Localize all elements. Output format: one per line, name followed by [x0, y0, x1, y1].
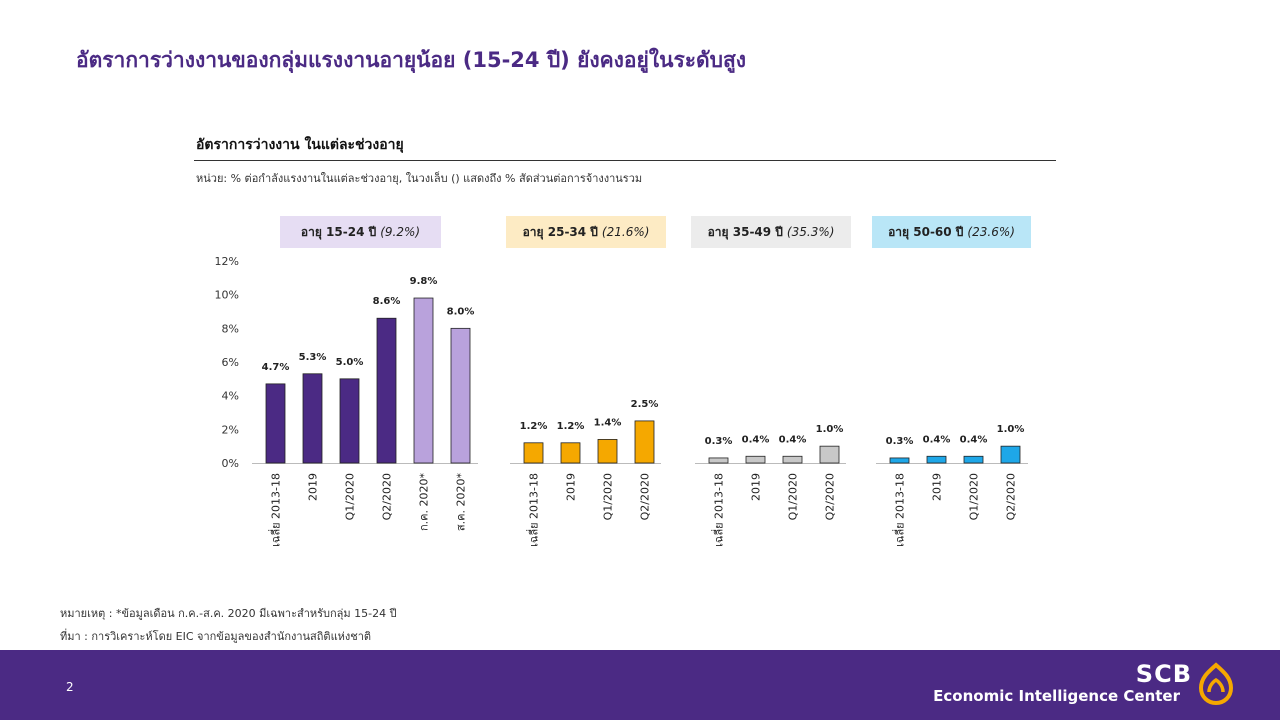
footnote-source: ที่มา : การวิเคราะห์โดย EIC จากข้อมูลของ… — [60, 630, 372, 643]
data-label: 1.0% — [816, 424, 844, 435]
bar — [1000, 445, 1021, 464]
data-label: 8.0% — [447, 306, 475, 317]
x-category-label: 2019 — [750, 473, 763, 501]
y-tick-label: 4% — [222, 390, 239, 403]
data-label: 4.7% — [262, 362, 290, 373]
x-category-label: ส.ค. 2020* — [455, 473, 468, 532]
unit-note: หน่วย: % ต่อกำลังแรงงานในแต่ละช่วงอายุ, … — [196, 172, 643, 185]
bar — [597, 439, 618, 464]
group-header-share: (9.2%) — [380, 225, 421, 239]
bar — [376, 317, 397, 464]
bar — [560, 442, 581, 464]
bar — [708, 457, 729, 464]
data-label: 1.0% — [997, 424, 1025, 435]
group-header-label: อายุ 15-24 ปี — [300, 224, 377, 239]
scb-logo-icon — [1198, 662, 1234, 706]
bar — [782, 455, 803, 464]
y-tick-label: 2% — [222, 423, 239, 436]
x-category-label: 2019 — [307, 473, 320, 501]
data-label: 9.8% — [410, 276, 438, 287]
x-category-label: 2019 — [565, 473, 578, 501]
data-label: 5.3% — [299, 352, 327, 363]
x-category-label: Q2/2020 — [824, 473, 837, 520]
bar — [926, 455, 947, 464]
unemployment-bar-chart: 0% 2% 4% 6% 8% 10% 12% 4.7% เฉลี่ย 2013-18 5.3% 20… — [215, 255, 1028, 547]
bar — [265, 383, 286, 464]
bar — [819, 445, 840, 464]
group-header-share: (21.6%) — [601, 225, 650, 239]
group-header-label: อายุ 35-49 ปี — [707, 224, 783, 239]
x-category-label: Q1/2020 — [787, 473, 800, 520]
data-label: 0.3% — [705, 436, 733, 447]
x-category-label: ก.ค. 2020* — [418, 473, 431, 532]
bar — [450, 327, 471, 464]
y-tick-label: 10% — [215, 289, 239, 302]
page-number: 2 — [66, 680, 74, 694]
footer-bar: 2 SCB Economic Intelligence Center — [0, 650, 1280, 720]
x-category-label: เฉลี่ย 2013-18 — [892, 473, 907, 547]
bar — [302, 373, 323, 464]
x-category-label: Q1/2020 — [344, 473, 357, 520]
data-label: 0.4% — [960, 434, 988, 445]
slide-title: อัตราการว่างงานของกลุ่มแรงงานอายุน้อย (1… — [76, 48, 747, 72]
x-category-label: เฉลี่ย 2013-18 — [711, 473, 726, 547]
data-label: 0.4% — [923, 434, 951, 445]
bar — [963, 455, 984, 464]
group-header-50-60: อายุ 50-60 ปี (23.6%) — [872, 216, 1031, 248]
data-label: 5.0% — [336, 357, 364, 368]
bar — [889, 457, 910, 464]
y-tick-label: 8% — [222, 322, 239, 335]
heading-divider — [194, 160, 1056, 161]
chart-heading: อัตราการว่างงาน ในแต่ละช่วงอายุ — [196, 137, 404, 153]
group-header-25-34: อายุ 25-34 ปี (21.6%) — [506, 216, 666, 248]
brand-name: SCB — [1135, 660, 1192, 688]
data-label: 2.5% — [631, 399, 659, 410]
y-tick-label: 12% — [215, 255, 239, 268]
data-label: 1.2% — [557, 421, 585, 432]
x-category-label: Q1/2020 — [602, 473, 615, 520]
bar — [523, 442, 544, 464]
brand-subtitle: Economic Intelligence Center — [933, 687, 1180, 705]
x-category-label: เฉลี่ย 2013-18 — [268, 473, 283, 547]
data-label: 0.3% — [886, 436, 914, 447]
y-tick-label: 6% — [222, 356, 239, 369]
data-label: 0.4% — [779, 434, 807, 445]
x-category-label: เฉลี่ย 2013-18 — [526, 473, 541, 547]
data-label: 1.2% — [520, 421, 548, 432]
x-category-label: Q2/2020 — [1005, 473, 1018, 520]
bar — [634, 420, 655, 464]
x-category-label: Q2/2020 — [639, 473, 652, 520]
bar — [745, 455, 766, 464]
group-header-35-49: อายุ 35-49 ปี (35.3%) — [691, 216, 851, 248]
x-category-label: Q2/2020 — [381, 473, 394, 520]
data-label: 8.6% — [373, 296, 401, 307]
data-label: 0.4% — [742, 434, 770, 445]
bar — [339, 378, 360, 464]
group-header-share: (35.3%) — [786, 225, 835, 239]
footnote-note: หมายเหตุ : *ข้อมูลเดือน ก.ค.-ส.ค. 2020 ม… — [60, 607, 397, 620]
x-category-label: 2019 — [931, 473, 944, 501]
group-header-15-24: อายุ 15-24 ปี (9.2%) — [280, 216, 441, 248]
group-header-label: อายุ 50-60 ปี — [888, 224, 964, 239]
x-category-label: Q1/2020 — [968, 473, 981, 520]
bar — [413, 297, 434, 464]
group-header-label: อายุ 25-34 ปี — [522, 224, 598, 239]
data-label: 1.4% — [594, 417, 622, 428]
y-tick-label: 0% — [222, 457, 239, 470]
group-header-share: (23.6%) — [967, 225, 1015, 239]
